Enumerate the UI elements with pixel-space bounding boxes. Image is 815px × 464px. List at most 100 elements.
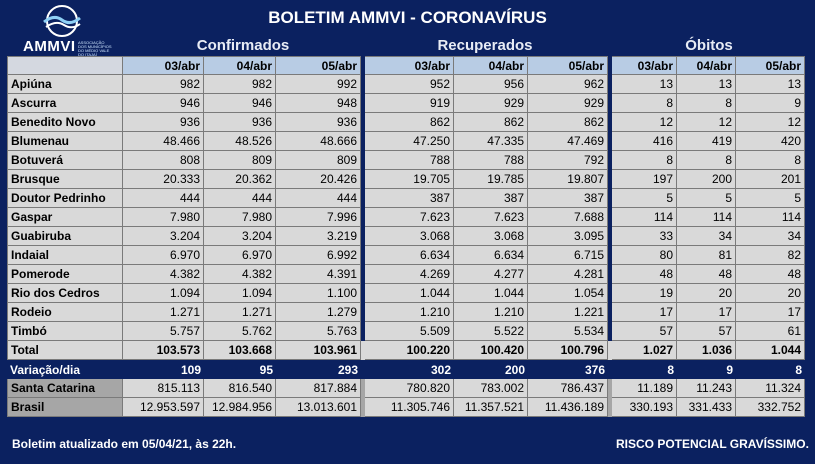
value-cell: 4.281 [528, 265, 608, 284]
value-cell: 109 [123, 360, 204, 379]
column-gap [361, 227, 365, 246]
column-gap [608, 322, 612, 341]
value-cell: 6.970 [123, 246, 204, 265]
row-label: Pomerode [7, 265, 123, 284]
value-cell: 6.634 [365, 246, 454, 265]
value-cell: 862 [454, 113, 528, 132]
value-cell: 4.269 [365, 265, 454, 284]
value-cell: 1.210 [365, 303, 454, 322]
column-gap [361, 398, 365, 417]
value-cell: 8 [677, 151, 736, 170]
column-gap [608, 56, 612, 75]
value-cell: 12 [612, 113, 677, 132]
value-cell: 4.382 [123, 265, 204, 284]
column-gap [608, 398, 612, 417]
table-row: Blumenau 48.466 48.526 48.666 47.250 47.335 47… [7, 132, 805, 151]
value-cell: 7.688 [528, 208, 608, 227]
row-label: Timbó [7, 322, 123, 341]
value-cell: 444 [123, 189, 204, 208]
total-row: Total 103.573 103.668 103.961 100.220 100.420… [7, 341, 805, 360]
value-cell: 3.068 [454, 227, 528, 246]
value-cell: 1.100 [276, 284, 361, 303]
table-row: Doutor Pedrinho 444 444 444 387 387 387 5 5 5 [7, 189, 805, 208]
covid-table: 03/abr 04/abr 05/abr 03/abr 04/abr 05/abr 03/a… [7, 56, 805, 417]
value-cell: 862 [365, 113, 454, 132]
value-cell: 103.668 [204, 341, 276, 360]
value-cell: 200 [677, 170, 736, 189]
date-header-obitos: 04/abr [677, 56, 736, 75]
value-cell: 19.705 [365, 170, 454, 189]
value-cell: 4.277 [454, 265, 528, 284]
column-gap [361, 56, 365, 75]
footer-risk: RISCO POTENCIAL GRAVÍSSIMO. [616, 437, 809, 451]
column-gap [361, 379, 365, 398]
value-cell: 34 [736, 227, 805, 246]
table-row: Timbó 5.757 5.762 5.763 5.509 5.522 5.534 57 57 6… [7, 322, 805, 341]
value-cell: 9 [677, 360, 736, 379]
value-cell: 1.044 [736, 341, 805, 360]
page-title: BOLETIM AMMVI - CORONAVÍRUS [268, 8, 547, 27]
value-cell: 20.362 [204, 170, 276, 189]
value-cell: 5.534 [528, 322, 608, 341]
value-cell: 34 [677, 227, 736, 246]
column-gap [608, 170, 612, 189]
row-label: Santa Catarina [7, 379, 123, 398]
value-cell: 8 [736, 151, 805, 170]
group-title-recuperados: Recuperados [437, 37, 533, 54]
value-cell: 332.752 [736, 398, 805, 417]
ammvi-logo: AMMVI ASSOCIAÇÃO DOS MUNICÍPIOS DO MÉDIO… [18, 4, 118, 57]
value-cell: 12.953.597 [123, 398, 204, 417]
column-gap [361, 170, 365, 189]
value-cell: 47.250 [365, 132, 454, 151]
column-gap [608, 208, 612, 227]
value-cell: 302 [365, 360, 454, 379]
value-cell: 946 [123, 94, 204, 113]
value-cell: 982 [204, 75, 276, 94]
value-cell: 11.189 [612, 379, 677, 398]
value-cell: 6.634 [454, 246, 528, 265]
river-wave-icon [43, 5, 81, 37]
value-cell: 11.357.521 [454, 398, 528, 417]
column-gap [361, 246, 365, 265]
value-cell: 20.333 [123, 170, 204, 189]
value-cell: 293 [276, 360, 361, 379]
value-cell: 788 [454, 151, 528, 170]
value-cell: 929 [528, 94, 608, 113]
value-cell: 936 [123, 113, 204, 132]
value-cell: 3.068 [365, 227, 454, 246]
value-cell: 929 [454, 94, 528, 113]
value-cell: 13 [736, 75, 805, 94]
column-gap [361, 189, 365, 208]
date-header-recuperados: 05/abr [528, 56, 608, 75]
row-label: Gaspar [7, 208, 123, 227]
table-row: Benedito Novo 936 936 936 862 862 862 12 12 12 [7, 113, 805, 132]
value-cell: 103.573 [123, 341, 204, 360]
value-cell: 7.980 [204, 208, 276, 227]
column-gap [608, 341, 612, 360]
table-row: Botuverá 808 809 809 788 788 792 8 8 8 [7, 151, 805, 170]
value-cell: 1.094 [204, 284, 276, 303]
row-label: Rodeio [7, 303, 123, 322]
value-cell: 20 [736, 284, 805, 303]
value-cell: 1.054 [528, 284, 608, 303]
value-cell: 95 [204, 360, 276, 379]
value-cell: 19.785 [454, 170, 528, 189]
value-cell: 100.796 [528, 341, 608, 360]
value-cell: 100.420 [454, 341, 528, 360]
column-gap [608, 113, 612, 132]
value-cell: 946 [204, 94, 276, 113]
value-cell: 444 [204, 189, 276, 208]
row-label: Total [7, 341, 123, 360]
row-label: Blumenau [7, 132, 123, 151]
value-cell: 1.044 [454, 284, 528, 303]
value-cell: 1.271 [204, 303, 276, 322]
value-cell: 3.204 [123, 227, 204, 246]
row-label: Rio dos Cedros [7, 284, 123, 303]
variation-row: Variação/dia 109 95 293 302 200 376 8 9 8 [7, 360, 805, 379]
value-cell: 12 [736, 113, 805, 132]
value-cell: 20 [677, 284, 736, 303]
value-cell: 17 [677, 303, 736, 322]
value-cell: 61 [736, 322, 805, 341]
value-cell: 330.193 [612, 398, 677, 417]
value-cell: 3.095 [528, 227, 608, 246]
